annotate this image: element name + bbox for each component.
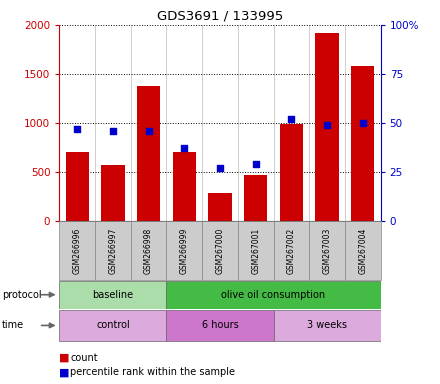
Point xyxy=(110,127,117,134)
Bar xyxy=(351,66,374,221)
Text: GSM267000: GSM267000 xyxy=(216,227,224,274)
Text: GSM267002: GSM267002 xyxy=(287,227,296,274)
Bar xyxy=(101,165,125,221)
Text: 6 hours: 6 hours xyxy=(202,320,238,331)
Text: olive oil consumption: olive oil consumption xyxy=(221,290,326,300)
Text: GSM266999: GSM266999 xyxy=(180,227,189,274)
Point xyxy=(288,116,295,122)
Bar xyxy=(345,221,381,280)
Point xyxy=(216,165,224,171)
Bar xyxy=(315,33,339,221)
Bar xyxy=(166,281,381,309)
Bar xyxy=(274,221,309,280)
Bar xyxy=(274,310,381,341)
Text: time: time xyxy=(2,320,24,331)
Text: GSM267003: GSM267003 xyxy=(323,227,332,274)
Text: percentile rank within the sample: percentile rank within the sample xyxy=(70,367,235,377)
Text: GSM266996: GSM266996 xyxy=(73,227,82,274)
Bar xyxy=(202,221,238,280)
Text: baseline: baseline xyxy=(92,290,133,300)
Text: ■: ■ xyxy=(59,367,70,377)
Point xyxy=(323,122,330,128)
Bar xyxy=(280,124,303,221)
Bar xyxy=(166,221,202,280)
Bar xyxy=(59,221,95,280)
Point xyxy=(145,127,152,134)
Text: ■: ■ xyxy=(59,353,70,363)
Point xyxy=(359,120,366,126)
Bar xyxy=(137,86,160,221)
Text: control: control xyxy=(96,320,130,331)
Bar xyxy=(238,221,274,280)
Bar xyxy=(244,175,267,221)
Text: GSM266997: GSM266997 xyxy=(108,227,117,274)
Bar xyxy=(59,281,166,309)
Bar xyxy=(309,221,345,280)
Bar xyxy=(173,152,196,221)
Bar xyxy=(95,221,131,280)
Text: GSM266998: GSM266998 xyxy=(144,227,153,274)
Bar xyxy=(166,310,274,341)
Text: GSM267001: GSM267001 xyxy=(251,227,260,274)
Bar xyxy=(66,152,89,221)
Point xyxy=(252,161,259,167)
Text: count: count xyxy=(70,353,98,363)
Bar xyxy=(209,193,231,221)
Point xyxy=(74,126,81,132)
Bar xyxy=(131,221,166,280)
Text: 3 weeks: 3 weeks xyxy=(307,320,347,331)
Text: GDS3691 / 133995: GDS3691 / 133995 xyxy=(157,10,283,23)
Bar xyxy=(59,310,166,341)
Text: protocol: protocol xyxy=(2,290,42,300)
Point xyxy=(181,145,188,151)
Text: GSM267004: GSM267004 xyxy=(358,227,367,274)
